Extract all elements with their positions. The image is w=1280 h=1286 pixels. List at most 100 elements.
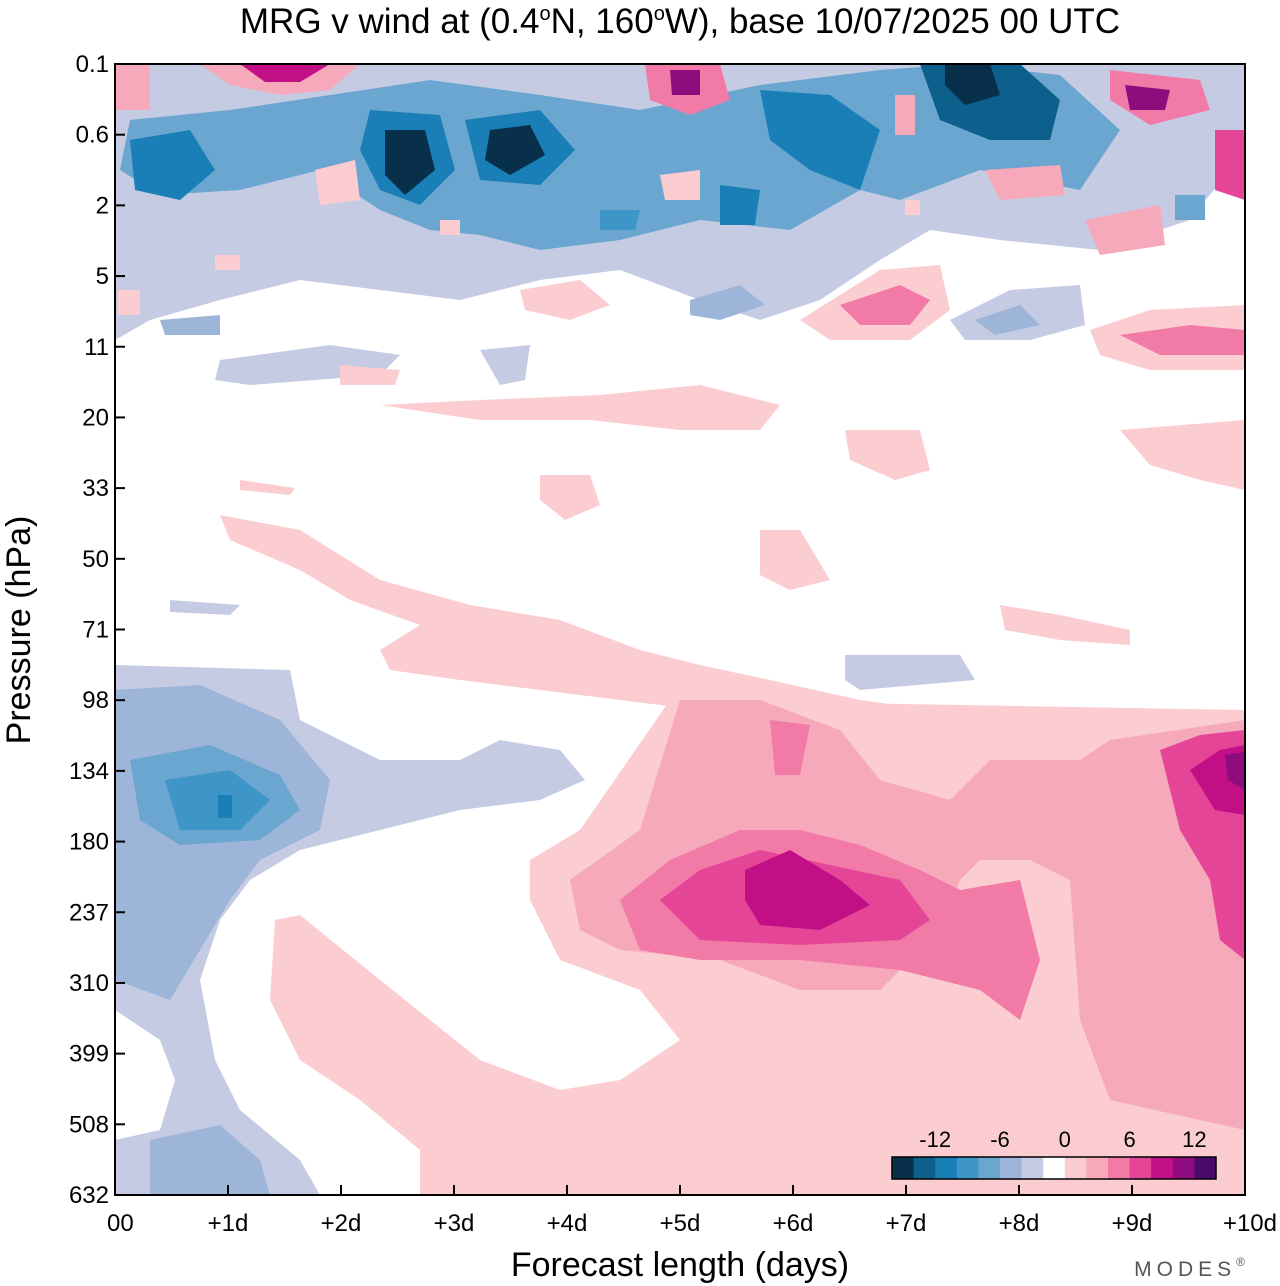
y-tick-label: 237 — [69, 899, 109, 926]
contour-pos-fleck-b — [440, 220, 460, 235]
contour-neg-lower-core — [218, 795, 232, 818]
colorbar-swatch — [1108, 1157, 1131, 1179]
contour-pos-upper-e — [985, 165, 1065, 200]
x-tick-label: +4d — [547, 1210, 588, 1237]
contour-white-hole-lower — [115, 1010, 175, 1140]
y-tick-label: 98 — [82, 687, 109, 714]
y-tick-label: 11 — [84, 334, 109, 361]
contour-pos-upper-c-core — [1125, 85, 1170, 110]
x-tick-label: +3d — [434, 1210, 475, 1237]
modes-logo: MODES® — [1134, 1255, 1245, 1281]
contour-neg-upper-inner-d — [760, 90, 880, 190]
contour-pos-lower-core — [745, 850, 870, 930]
chart-title: MRG v wind at (0.4oN, 160oW), base 10/07… — [240, 2, 1120, 41]
x-axis-label: Forecast length (days) — [511, 1246, 849, 1284]
contour-neg-85hpa — [845, 655, 975, 690]
contour-neg-core-a — [385, 130, 435, 195]
contour-pos-fleck-a — [215, 255, 240, 270]
y-tick-label: 134 — [69, 758, 109, 785]
x-tick-label: +8d — [999, 1210, 1040, 1237]
y-tick-label: 71 — [82, 617, 109, 644]
contour-pos-11hpa-mid — [1120, 325, 1245, 355]
colorbar-swatch — [1021, 1157, 1044, 1179]
contour-pos-20hpa — [380, 385, 780, 430]
contour-neg-fleck-b — [270, 215, 295, 250]
colorbar-swatch — [1151, 1157, 1174, 1179]
x-tick-label: +7d — [886, 1210, 927, 1237]
colorbar-frame — [891, 1156, 1217, 1180]
colorbar-swatch — [1086, 1157, 1109, 1179]
x-tick-label: 00 — [107, 1210, 134, 1237]
contour-neg-small-a — [720, 185, 760, 225]
contour-pos-upper-f — [1085, 205, 1165, 255]
contour-pos-71hpa — [1000, 605, 1130, 645]
y-tick-label: 33 — [82, 475, 109, 502]
x-axis: 00 +1d +2d +3d +4d +5d +6d +7d +8d +9d +10d — [107, 1185, 1277, 1237]
x-tick-label: +9d — [1112, 1210, 1153, 1237]
contour-neg-65hpa — [170, 600, 240, 615]
colorbar-label: -12 — [919, 1127, 951, 1152]
y-tick-label: 180 — [69, 829, 109, 856]
colorbar-swatch — [956, 1157, 979, 1179]
contour-pos-upper-h — [315, 160, 360, 205]
contour-neg-lower-mid-b — [150, 1125, 270, 1195]
contour-pos-5hpa-a-mid — [840, 285, 930, 325]
contour-pos-upper-d — [1215, 130, 1245, 200]
contour-pos-fleck-d — [895, 95, 915, 135]
contour-neg-upper-inner-a — [130, 130, 215, 200]
contour-neg-small-b — [600, 210, 640, 230]
colorbar-label: 12 — [1182, 1127, 1206, 1152]
contour-pos-right-max — [1225, 752, 1245, 790]
contour-pos-60hpa — [760, 530, 830, 590]
y-tick-label: 0.1 — [76, 51, 109, 78]
contour-pos-5hpa-b — [520, 280, 610, 320]
contour-neg-core-c — [945, 64, 1000, 105]
contour-pos-20hpa-b — [845, 430, 930, 480]
y-tick-label: 632 — [69, 1182, 109, 1209]
contour-pos-upper-i — [660, 170, 700, 200]
colorbar-swatch — [1043, 1157, 1066, 1179]
x-tick-label: +5d — [660, 1210, 701, 1237]
x-tick-label: +6d — [773, 1210, 814, 1237]
colorbar-swatch — [1064, 1157, 1087, 1179]
x-tick-label: +1d — [208, 1210, 249, 1237]
x-tick-label: +10d — [1223, 1210, 1277, 1237]
y-tick-label: 399 — [69, 1041, 109, 1068]
contour-neg-lower-inner-b — [165, 770, 270, 830]
colorbar-swatch — [1000, 1157, 1023, 1179]
x-tick-label: +2d — [321, 1210, 362, 1237]
colorbar-swatch — [913, 1157, 936, 1179]
contour-neg-core-b — [485, 125, 545, 175]
colorbar-swatch — [1194, 1157, 1217, 1179]
v-wind-field — [115, 64, 1245, 1195]
y-tick-label: 508 — [69, 1111, 109, 1138]
y-tick-label: 2 — [96, 192, 109, 219]
colorbar-swatch — [1172, 1157, 1195, 1179]
contour-pos-fleck-e — [118, 290, 140, 315]
contour-pos-20hpa-c — [1120, 420, 1245, 490]
colorbar-swatch — [978, 1157, 1001, 1179]
contour-pos-lower-b2 — [770, 720, 810, 775]
contour-neg-5hpa-b — [690, 285, 765, 320]
colorbar-label: 0 — [1059, 1127, 1071, 1152]
y-axis-label: Pressure (hPa) — [0, 516, 38, 745]
contour-neg-11hpa-mid — [975, 305, 1040, 335]
y-tick-label: 5 — [96, 263, 109, 290]
contour-pos-fleck-c — [905, 200, 920, 215]
contour-pos-upper-a-core — [240, 64, 330, 82]
colorbar-swatch — [892, 1157, 915, 1179]
contour-pos-upper-g — [115, 64, 150, 110]
y-axis: 0.1 0.6 2 5 11 20 33 50 71 98 134 180 237 310 399 508 63… — [69, 51, 125, 1209]
colorbar-label: 6 — [1123, 1127, 1135, 1152]
contour-pos-upper-b-core — [670, 70, 700, 95]
colorbar-swatch — [935, 1157, 958, 1179]
contour-neg-15hpa — [480, 345, 530, 385]
contour-pos-33hpa — [540, 475, 600, 520]
contour-pos-15hpa — [340, 365, 400, 385]
contour-pos-fleck-f — [240, 480, 295, 495]
y-tick-label: 0.6 — [76, 122, 109, 149]
y-tick-label: 310 — [69, 970, 109, 997]
y-tick-label: 20 — [82, 404, 109, 431]
contour-neg-fleck-a — [1175, 195, 1205, 220]
